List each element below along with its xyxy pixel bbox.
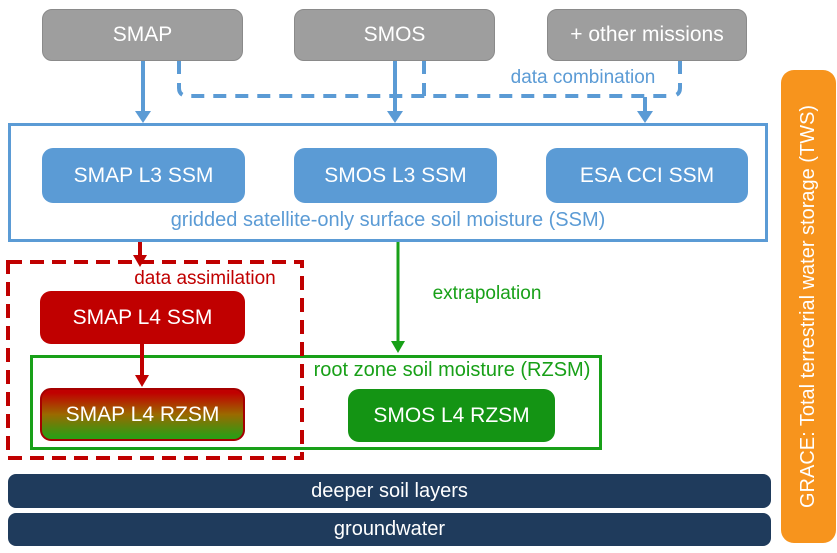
grace-tws-bar: GRACE: Total terrestrial water storage (… <box>781 70 836 543</box>
data-assimilation-label: data assimilation <box>134 268 276 289</box>
deeper-soil-layers-bar: deeper soil layers <box>8 474 771 508</box>
smap-to-l3-arrowhead <box>135 111 151 123</box>
combination-to-cci-arrowhead <box>637 111 653 123</box>
product-box-smap-l4-ssm: SMAP L4 SSM <box>40 291 245 344</box>
ssm-group-caption: gridded satellite-only surface soil mois… <box>170 209 606 231</box>
product-box-smap-l3-ssm: SMAP L3 SSM <box>42 148 245 203</box>
smos-to-l3-arrowhead <box>387 111 403 123</box>
extrapolation-label: extrapolation <box>432 283 542 304</box>
mission-box-smap: SMAP <box>42 9 243 61</box>
product-box-smap-l4-rzsm: SMAP L4 RZSM <box>40 388 245 441</box>
groundwater-bar: groundwater <box>8 513 771 546</box>
extrapolation-arrowhead <box>391 341 405 353</box>
product-box-smos-l4-rzsm: SMOS L4 RZSM <box>348 389 555 442</box>
ssm-to-assimilation-arrowhead <box>133 255 147 267</box>
mission-box-other-missions: + other missions <box>547 9 747 61</box>
product-box-smos-l3-ssm: SMOS L3 SSM <box>294 148 497 203</box>
data-combination-label: data combination <box>510 67 656 88</box>
rzsm-group-caption: root zone soil moisture (RZSM) <box>313 359 591 381</box>
product-box-esa-cci-ssm: ESA CCI SSM <box>546 148 748 203</box>
mission-box-smos: SMOS <box>294 9 495 61</box>
